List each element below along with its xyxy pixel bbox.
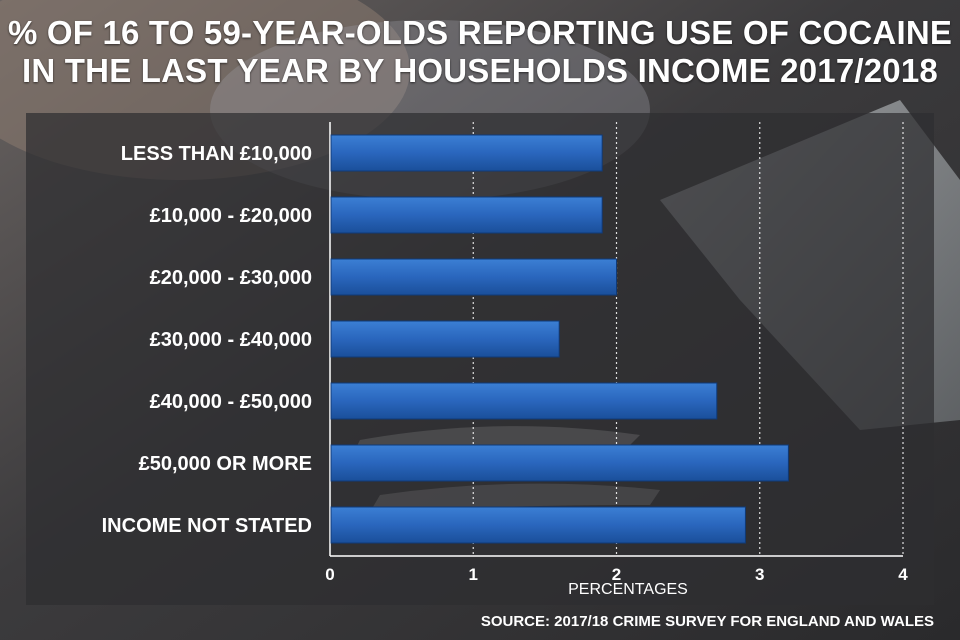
bar-5 [330,382,718,420]
bar-4 [330,320,560,358]
x-tick-label-4: 4 [898,565,908,584]
source-note: SOURCE: 2017/18 CRIME SURVEY FOR ENGLAND… [480,613,934,630]
bar-7 [330,506,746,544]
category-label-1: LESS THAN £10,000 [121,143,312,165]
x-tick-label-2: 2 [612,565,621,584]
chart-title-line-2: IN THE LAST YEAR BY HOUSEHOLDS INCOME 20… [22,52,938,89]
bar-6 [330,444,789,482]
category-label-7: INCOME NOT STATED [102,515,312,537]
chart-title: % OF 16 TO 59-YEAR-OLDS REPORTING USE OF… [0,14,960,90]
category-label-4: £30,000 - £40,000 [150,329,312,351]
bar-1 [330,134,603,172]
category-label-5: £40,000 - £50,000 [150,391,312,413]
category-label-3: £20,000 - £30,000 [150,267,312,289]
bar-2 [330,196,603,234]
x-axis-title: PERCENTAGES [568,581,688,598]
x-tick-label-1: 1 [469,565,478,584]
bar-3 [330,258,617,296]
category-label-6: £50,000 OR MORE [139,453,312,475]
x-tick-label-0: 0 [325,565,334,584]
category-label-2: £10,000 - £20,000 [150,205,312,227]
chart-title-line-1: % OF 16 TO 59-YEAR-OLDS REPORTING USE OF… [7,14,953,51]
x-tick-label-3: 3 [755,565,764,584]
